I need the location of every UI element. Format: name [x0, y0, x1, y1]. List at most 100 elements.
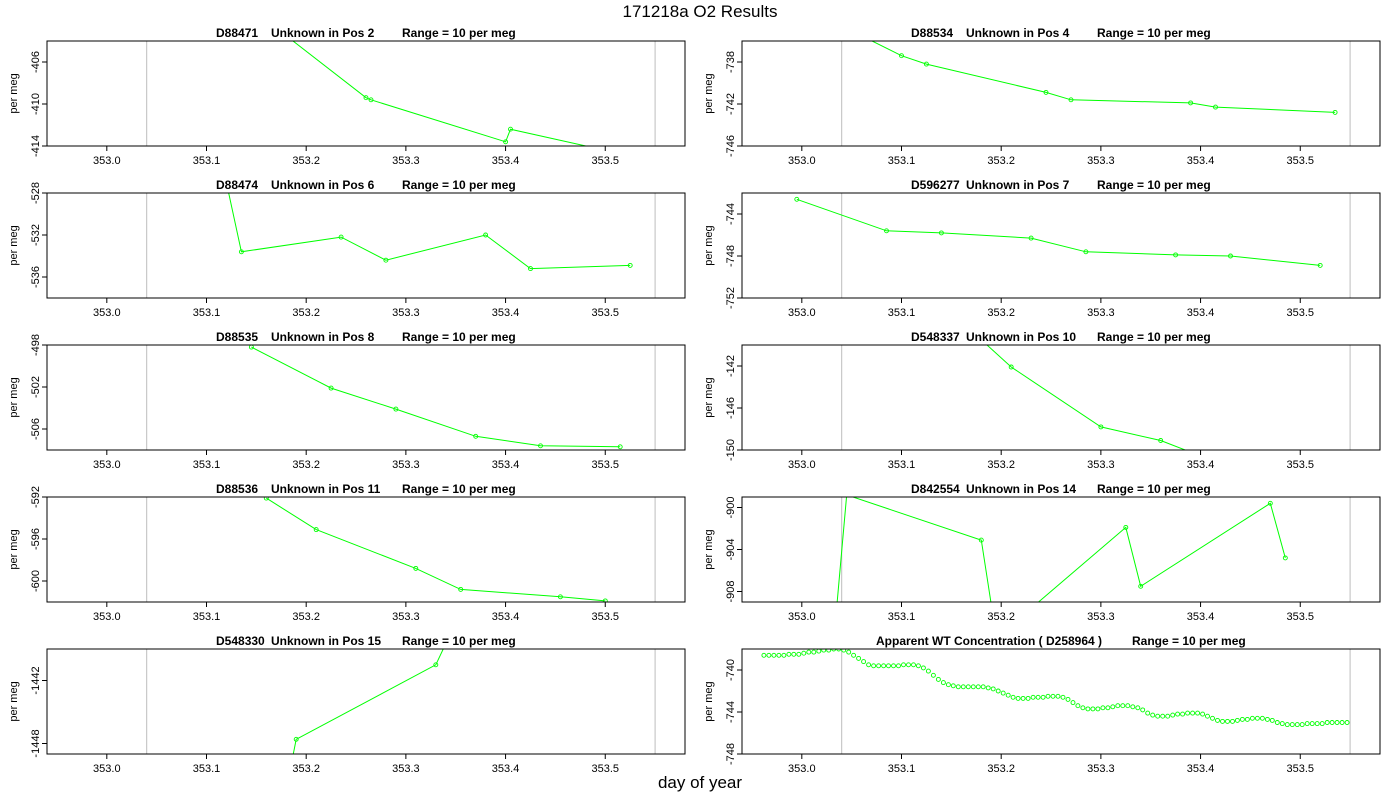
x-tick-label: 353.1 — [193, 155, 221, 167]
data-point — [955, 684, 961, 690]
data-point — [923, 61, 929, 67]
x-tick-label: 353.4 — [492, 307, 520, 319]
plot-frame — [46, 496, 686, 603]
data-point — [1065, 696, 1071, 702]
y-tick-label: -596 — [30, 528, 42, 550]
data-point — [781, 652, 787, 658]
data-point — [1160, 713, 1166, 719]
plot-frame — [46, 648, 686, 755]
data-point — [995, 688, 1001, 694]
panel-range: Range = 10 per meg — [1097, 178, 1211, 192]
x-tick-label: 353.2 — [292, 307, 320, 319]
series-line — [796, 198, 1321, 266]
data-point — [796, 651, 802, 657]
data-point — [925, 668, 931, 674]
x-tick-label: 353.2 — [292, 611, 320, 623]
data-point — [906, 662, 911, 668]
data-point — [557, 594, 563, 600]
data-point — [383, 257, 389, 263]
plot-frame — [741, 40, 1381, 147]
data-point — [938, 230, 944, 236]
plot-area — [794, 196, 1323, 268]
panel-range: Range = 10 per meg — [1097, 330, 1211, 344]
y-tick-label: -532 — [30, 224, 42, 246]
data-point — [871, 663, 877, 669]
panel-sample-id: D88474 — [216, 178, 258, 192]
panel-range: Range = 10 per meg — [402, 26, 516, 40]
panel-sample-id: D842554 — [911, 482, 960, 496]
data-point — [293, 736, 299, 742]
plot-area — [761, 649, 1350, 728]
data-point — [1028, 235, 1034, 241]
x-tick-label: 353.3 — [1087, 459, 1115, 471]
x-tick-label: 353.0 — [788, 459, 816, 471]
x-tick-label: 353.0 — [93, 611, 121, 623]
data-point — [1200, 711, 1206, 717]
data-point — [1267, 500, 1273, 506]
x-tick-label: 353.1 — [193, 611, 221, 623]
data-point — [1210, 715, 1215, 721]
data-point — [980, 684, 986, 690]
data-point — [1115, 703, 1121, 709]
data-point — [806, 649, 812, 655]
data-point — [851, 652, 857, 658]
plot-area — [836, 497, 1288, 602]
y-tick-label: -900 — [725, 496, 737, 518]
data-point — [1234, 717, 1240, 723]
data-point — [413, 565, 419, 571]
data-point — [1314, 721, 1320, 727]
panel-range: Range = 10 per meg — [402, 634, 516, 648]
panel-position: Unknown in Pos 14 — [966, 482, 1076, 496]
data-point — [483, 232, 489, 238]
chart-panel-6: D548337 Unknown in Pos 10 Range = 10 per m… — [703, 330, 1381, 471]
data-point — [1282, 555, 1288, 561]
y-tick-label: -742 — [725, 93, 737, 115]
series-line — [870, 41, 1336, 113]
data-point — [1269, 717, 1275, 723]
x-tick-label: 353.4 — [1187, 307, 1215, 319]
data-point — [1015, 695, 1021, 701]
data-point — [458, 586, 464, 592]
x-tick-label: 353.0 — [788, 763, 816, 775]
chart-panel-9: D548330 Unknown in Pos 15 Range = 10 per m… — [8, 634, 686, 775]
data-point — [985, 685, 991, 691]
y-tick-label: -1448 — [30, 729, 42, 757]
data-point — [528, 266, 533, 272]
x-tick-label: 353.4 — [492, 459, 520, 471]
series-line — [986, 345, 1187, 450]
data-point — [433, 662, 439, 668]
x-tick-label: 353.1 — [888, 155, 916, 167]
x-tick-label: 353.5 — [591, 763, 619, 775]
plot-frame — [741, 192, 1381, 299]
data-point — [1008, 364, 1014, 370]
data-point — [841, 649, 847, 653]
data-point — [473, 433, 479, 439]
y-axis-label: per meg — [703, 377, 715, 417]
x-tick-label: 353.0 — [93, 459, 121, 471]
data-point — [1249, 715, 1255, 721]
data-point — [920, 665, 926, 671]
data-point — [1344, 720, 1350, 725]
plot-frame — [741, 496, 1381, 603]
data-point — [1334, 720, 1340, 725]
data-point — [856, 655, 862, 661]
y-tick-label: -600 — [30, 570, 42, 592]
y-tick-label: -740 — [725, 659, 737, 681]
data-point — [363, 95, 369, 101]
chart-panel-3: D88474 Unknown in Pos 6 Range = 10 per meg… — [8, 178, 686, 319]
x-tick-label: 353.3 — [1087, 611, 1115, 623]
y-tick-label: -744 — [725, 203, 737, 225]
x-tick-label: 353.2 — [987, 611, 1015, 623]
chart-panel-4: D596277 Unknown in Pos 7 Range = 10 per me… — [703, 178, 1381, 319]
data-point — [1170, 712, 1176, 718]
data-point — [1100, 705, 1106, 711]
x-tick-label: 353.4 — [492, 155, 520, 167]
data-point — [1095, 706, 1101, 712]
data-point — [1213, 104, 1218, 110]
panel-range: Range = 10 per meg — [1132, 634, 1246, 648]
data-point — [1130, 704, 1136, 710]
y-tick-label: -738 — [725, 51, 737, 73]
y-tick-label: -528 — [30, 182, 42, 204]
x-tick-label: 353.1 — [888, 763, 916, 775]
panel-position: Unknown in Pos 10 — [966, 330, 1076, 344]
